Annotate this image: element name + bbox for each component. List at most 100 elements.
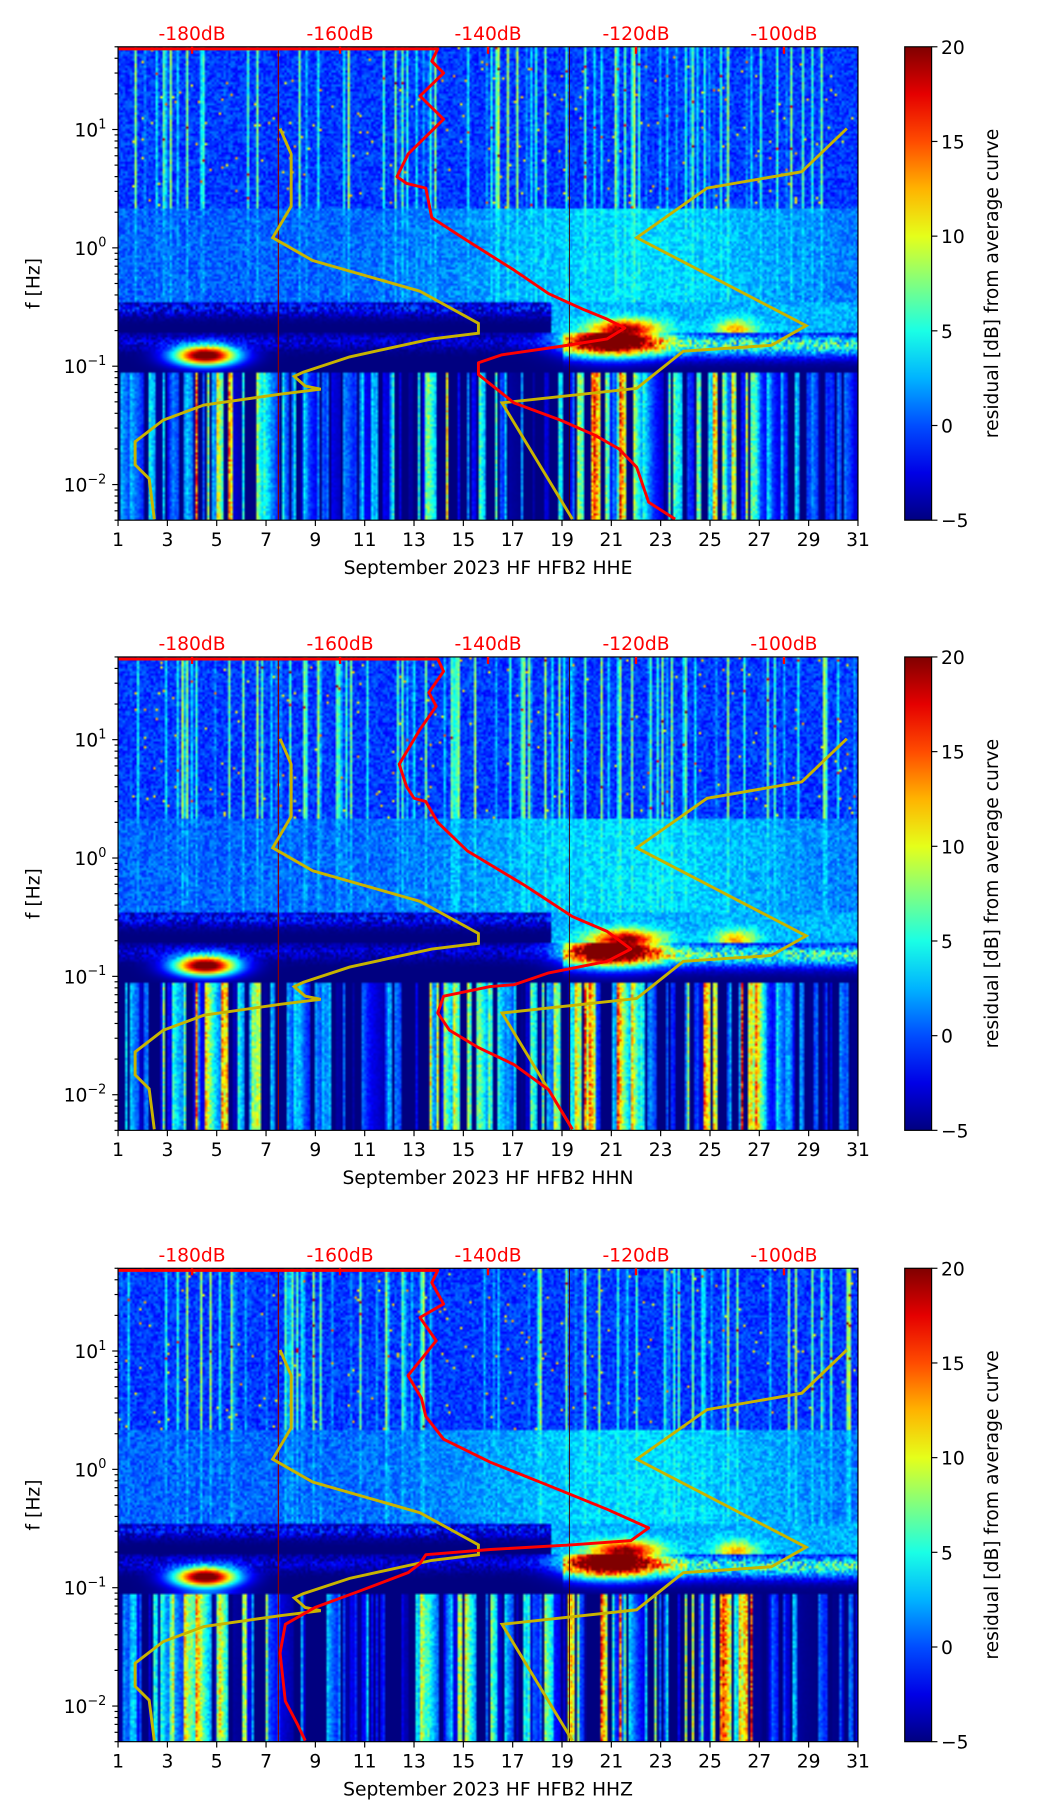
colorbar-tick-label: −5 [941,1733,969,1754]
y-tick-label: 101 [74,728,106,752]
x-tick-label: 9 [309,530,321,551]
top-tick-label: -180dB [158,634,225,655]
x-tick-label: 17 [501,1140,525,1161]
y-tick-base: 10 [74,121,98,142]
x-tick-label: 29 [797,530,821,551]
y-tick-label: 10−1 [64,1576,107,1600]
x-tick-label: 15 [451,1751,475,1772]
y-tick-base: 10 [64,1579,88,1600]
noise-model-curve [499,737,848,1131]
y-tick-exponent: 0 [98,236,106,251]
y-tick-exponent: 1 [98,728,106,743]
x-tick-label: 21 [599,530,623,551]
colorbar-tick-label: −5 [941,1121,969,1142]
x-tick-label: 13 [402,530,426,551]
x-tick-label: 31 [846,530,870,551]
top-tick-label: -140dB [454,1245,521,1266]
colorbar-tick-label: 5 [941,932,953,953]
x-tick-label: 21 [599,1140,623,1161]
x-tick-label: 17 [501,530,525,551]
top-tick-label: -140dB [454,24,521,45]
y-tick-base: 10 [64,476,88,497]
y-tick-base: 10 [74,849,98,870]
x-tick-label: 27 [747,1140,771,1161]
y-tick-base: 10 [64,1086,88,1107]
x-axis-label: September 2023 HF HFB2 HHN [343,1168,634,1189]
y-tick-label: 100 [74,236,106,260]
top-tick-label: -140dB [454,634,521,655]
y-tick-exponent: −1 [87,1576,106,1591]
x-tick-label: 13 [402,1751,426,1772]
y-tick-base: 10 [74,239,98,260]
y-tick-label: 101 [74,117,106,141]
y-tick-base: 10 [74,1460,98,1481]
colorbar [904,46,933,521]
y-tick-exponent: −2 [87,1694,106,1709]
x-tick-label: 11 [353,1140,377,1161]
x-tick-label: 15 [451,1140,475,1161]
x-tick-label: 3 [161,1140,173,1161]
x-axis-label: September 2023 HF HFB2 HHE [344,558,633,579]
y-axis-label: f [Hz] [24,1479,45,1530]
colorbar-tick-label: 0 [941,1027,953,1048]
y-tick-exponent: −2 [87,472,106,487]
x-tick-label: 27 [747,1751,771,1772]
colorbar-tick-label: 0 [941,1638,953,1659]
y-tick-label: 10−1 [64,964,107,988]
top-tick-label: -100dB [750,634,817,655]
x-tick-label: 9 [309,1751,321,1772]
y-tick-exponent: 1 [98,117,106,132]
x-tick-label: 19 [550,1140,574,1161]
colorbar-label: residual [dB] from average curve [982,739,1003,1048]
x-tick-label: 11 [353,1751,377,1772]
x-tick-label: 13 [402,1140,426,1161]
x-tick-label: 3 [161,530,173,551]
noise-model-curve [499,1348,848,1742]
x-tick-label: 27 [747,530,771,551]
spectrogram-image [118,46,858,521]
colorbar-tick-label: 10 [941,837,965,858]
y-tick-exponent: −1 [87,964,106,979]
x-tick-label: 5 [211,1751,223,1772]
x-tick-label: 3 [161,1751,173,1772]
top-tick-label: -160dB [306,1245,373,1266]
x-tick-label: 19 [550,530,574,551]
colorbar-tick-label: 5 [941,322,953,343]
x-tick-label: 1 [112,1140,124,1161]
top-tick-label: -120dB [602,24,669,45]
y-tick-label: 10−2 [64,472,107,496]
colorbar-tick-label: 0 [941,417,953,438]
y-tick-base: 10 [64,357,88,378]
x-tick-label: 25 [698,1751,722,1772]
x-tick-label: 25 [698,1140,722,1161]
x-tick-label: 25 [698,530,722,551]
average-psd-curve [118,657,633,1131]
y-axis-label: f [Hz] [24,868,45,919]
top-tick-label: -160dB [306,24,373,45]
top-tick-label: -120dB [602,634,669,655]
colorbar-tick-label: 10 [941,227,965,248]
curves [118,657,848,1131]
colorbar-tick-label: 15 [941,743,965,764]
noise-model-curve [133,1349,480,1741]
y-tick-exponent: 1 [98,1339,106,1354]
y-tick-base: 10 [74,1342,98,1363]
y-tick-base: 10 [64,967,88,988]
spectrogram-image [118,1268,858,1742]
colorbar-label: residual [dB] from average curve [982,129,1003,438]
colorbar-label: residual [dB] from average curve [982,1350,1003,1659]
x-tick-label: 31 [846,1751,870,1772]
x-tick-label: 5 [211,530,223,551]
noise-model-curve [499,127,848,520]
curves [118,47,848,521]
y-tick-exponent: −1 [87,354,106,369]
top-tick-label: -180dB [158,24,225,45]
x-tick-label: 7 [260,530,272,551]
y-tick-base: 10 [74,731,98,752]
x-tick-label: 23 [649,530,673,551]
y-tick-label: 101 [74,1339,106,1363]
x-tick-label: 29 [797,1751,821,1772]
top-tick-label: -100dB [750,24,817,45]
colorbar-tick-label: −5 [941,511,969,532]
